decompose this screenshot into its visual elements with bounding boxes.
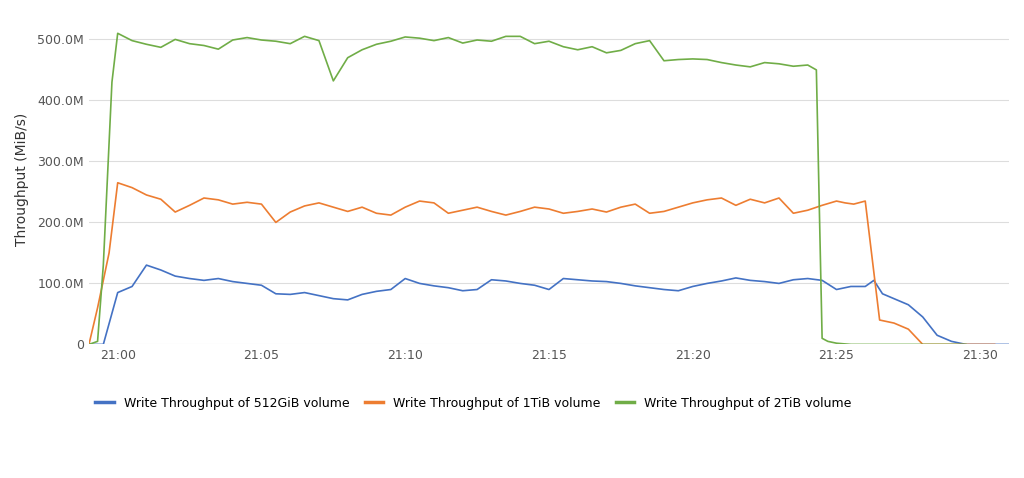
Write Throughput of 2TiB volume — [112, 31, 124, 36]
Write Throughput of 512GiB volume — [328, 296, 340, 302]
Line: Write Throughput of 1TiB volume: Write Throughput of 1TiB volume — [89, 183, 994, 345]
Y-axis label: Throughput (MiB/s): Throughput (MiB/s) — [15, 113, 29, 246]
Write Throughput of 2TiB volume — [902, 342, 914, 348]
Write Throughput of 2TiB volume — [802, 62, 814, 68]
Line: Write Throughput of 2TiB volume: Write Throughput of 2TiB volume — [89, 33, 966, 345]
Write Throughput of 2TiB volume — [471, 37, 483, 43]
Line: Write Throughput of 512GiB volume: Write Throughput of 512GiB volume — [89, 265, 1009, 345]
Write Throughput of 1TiB volume — [988, 342, 1000, 348]
Write Throughput of 1TiB volume — [485, 208, 498, 214]
Write Throughput of 512GiB volume — [1002, 342, 1015, 348]
Write Throughput of 2TiB volume — [83, 342, 95, 348]
Write Throughput of 1TiB volume — [155, 196, 167, 202]
Write Throughput of 512GiB volume — [500, 278, 512, 284]
Write Throughput of 2TiB volume — [356, 47, 369, 53]
Write Throughput of 512GiB volume — [385, 287, 397, 293]
Write Throughput of 2TiB volume — [959, 342, 972, 348]
Write Throughput of 1TiB volume — [371, 210, 383, 216]
Write Throughput of 2TiB volume — [140, 42, 153, 47]
Write Throughput of 1TiB volume — [83, 342, 95, 348]
Write Throughput of 512GiB volume — [83, 342, 95, 348]
Write Throughput of 1TiB volume — [112, 180, 124, 185]
Write Throughput of 512GiB volume — [140, 262, 153, 268]
Write Throughput of 1TiB volume — [931, 342, 943, 348]
Write Throughput of 1TiB volume — [312, 200, 325, 206]
Write Throughput of 2TiB volume — [298, 33, 310, 39]
Write Throughput of 512GiB volume — [830, 287, 843, 293]
Write Throughput of 512GiB volume — [945, 338, 957, 344]
Legend: Write Throughput of 512GiB volume, Write Throughput of 1TiB volume, Write Throug: Write Throughput of 512GiB volume, Write… — [95, 397, 852, 410]
Write Throughput of 512GiB volume — [169, 273, 181, 279]
Write Throughput of 1TiB volume — [816, 203, 828, 208]
